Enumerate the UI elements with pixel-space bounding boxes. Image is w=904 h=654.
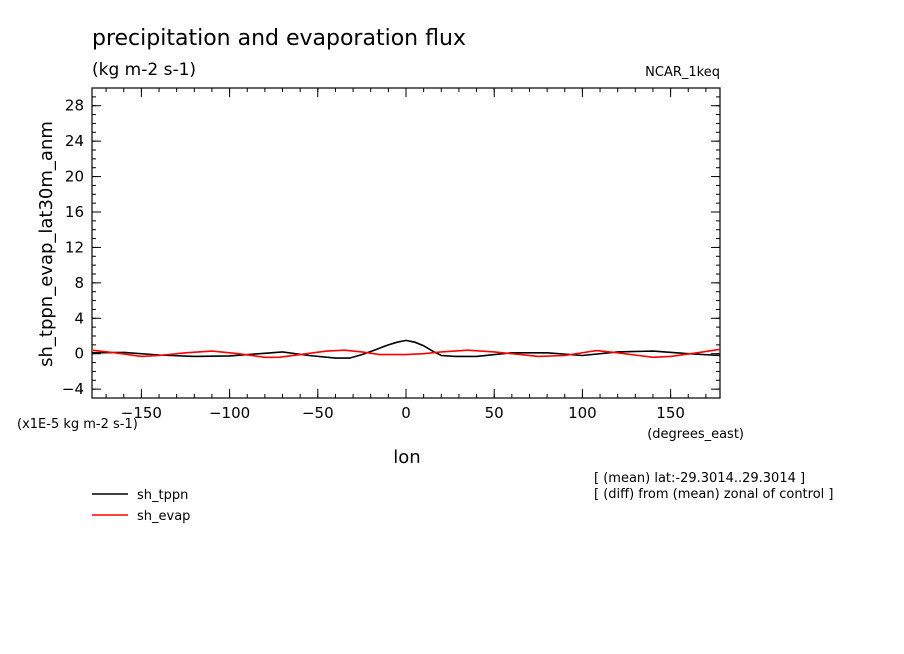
annotation-diff: [ (diff) from (mean) zonal of control ] [594, 487, 833, 502]
dataset-label: NCAR_1keq [645, 65, 720, 80]
y-scale-note: (x1E-5 kg m-2 s-1) [17, 417, 138, 432]
x-tick-label: 100 [568, 404, 597, 422]
x-axis-label: lon [393, 447, 420, 468]
y-tick-label: 20 [65, 168, 84, 186]
legend: sh_tppn sh_evap [92, 488, 190, 524]
y-tick-label: 28 [65, 97, 84, 115]
x-tick-label: 0 [401, 404, 411, 422]
series-line-sh_evap [91, 348, 721, 359]
legend-label-sh_tppn: sh_tppn [137, 488, 188, 503]
chart-units: (kg m-2 s-1) [92, 60, 196, 80]
y-tick-label: 12 [65, 238, 84, 256]
x-tick-label: 50 [485, 404, 504, 422]
chart-title: precipitation and evaporation flux [92, 26, 466, 51]
series-lines [91, 339, 721, 359]
annotation-mean: [ (mean) lat:-29.3014..29.3014 ] [594, 471, 805, 486]
y-tick-label: 8 [74, 274, 84, 292]
y-tick-label: 0 [74, 345, 84, 363]
axes: −150 −100 −50 0 50 100 150 −4 0 4 8 12 16 20 24 28 [62, 87, 721, 422]
legend-label-sh_evap: sh_evap [137, 509, 190, 524]
series-line-sh_tppn [91, 339, 721, 359]
x-tick-label: −50 [302, 404, 334, 422]
x-tick-label: 150 [656, 404, 685, 422]
y-axis-label: sh_tppn_evap_lat30m_anm [36, 121, 57, 367]
y-tick-label: 16 [65, 203, 84, 221]
y-tick-label: −4 [62, 380, 84, 398]
y-tick-label: 24 [65, 132, 84, 150]
y-tick-label: 4 [74, 309, 84, 327]
x-tick-label: −100 [209, 404, 250, 422]
x-axis-units: (degrees_east) [647, 427, 744, 442]
x-tick-label: −150 [121, 404, 162, 422]
